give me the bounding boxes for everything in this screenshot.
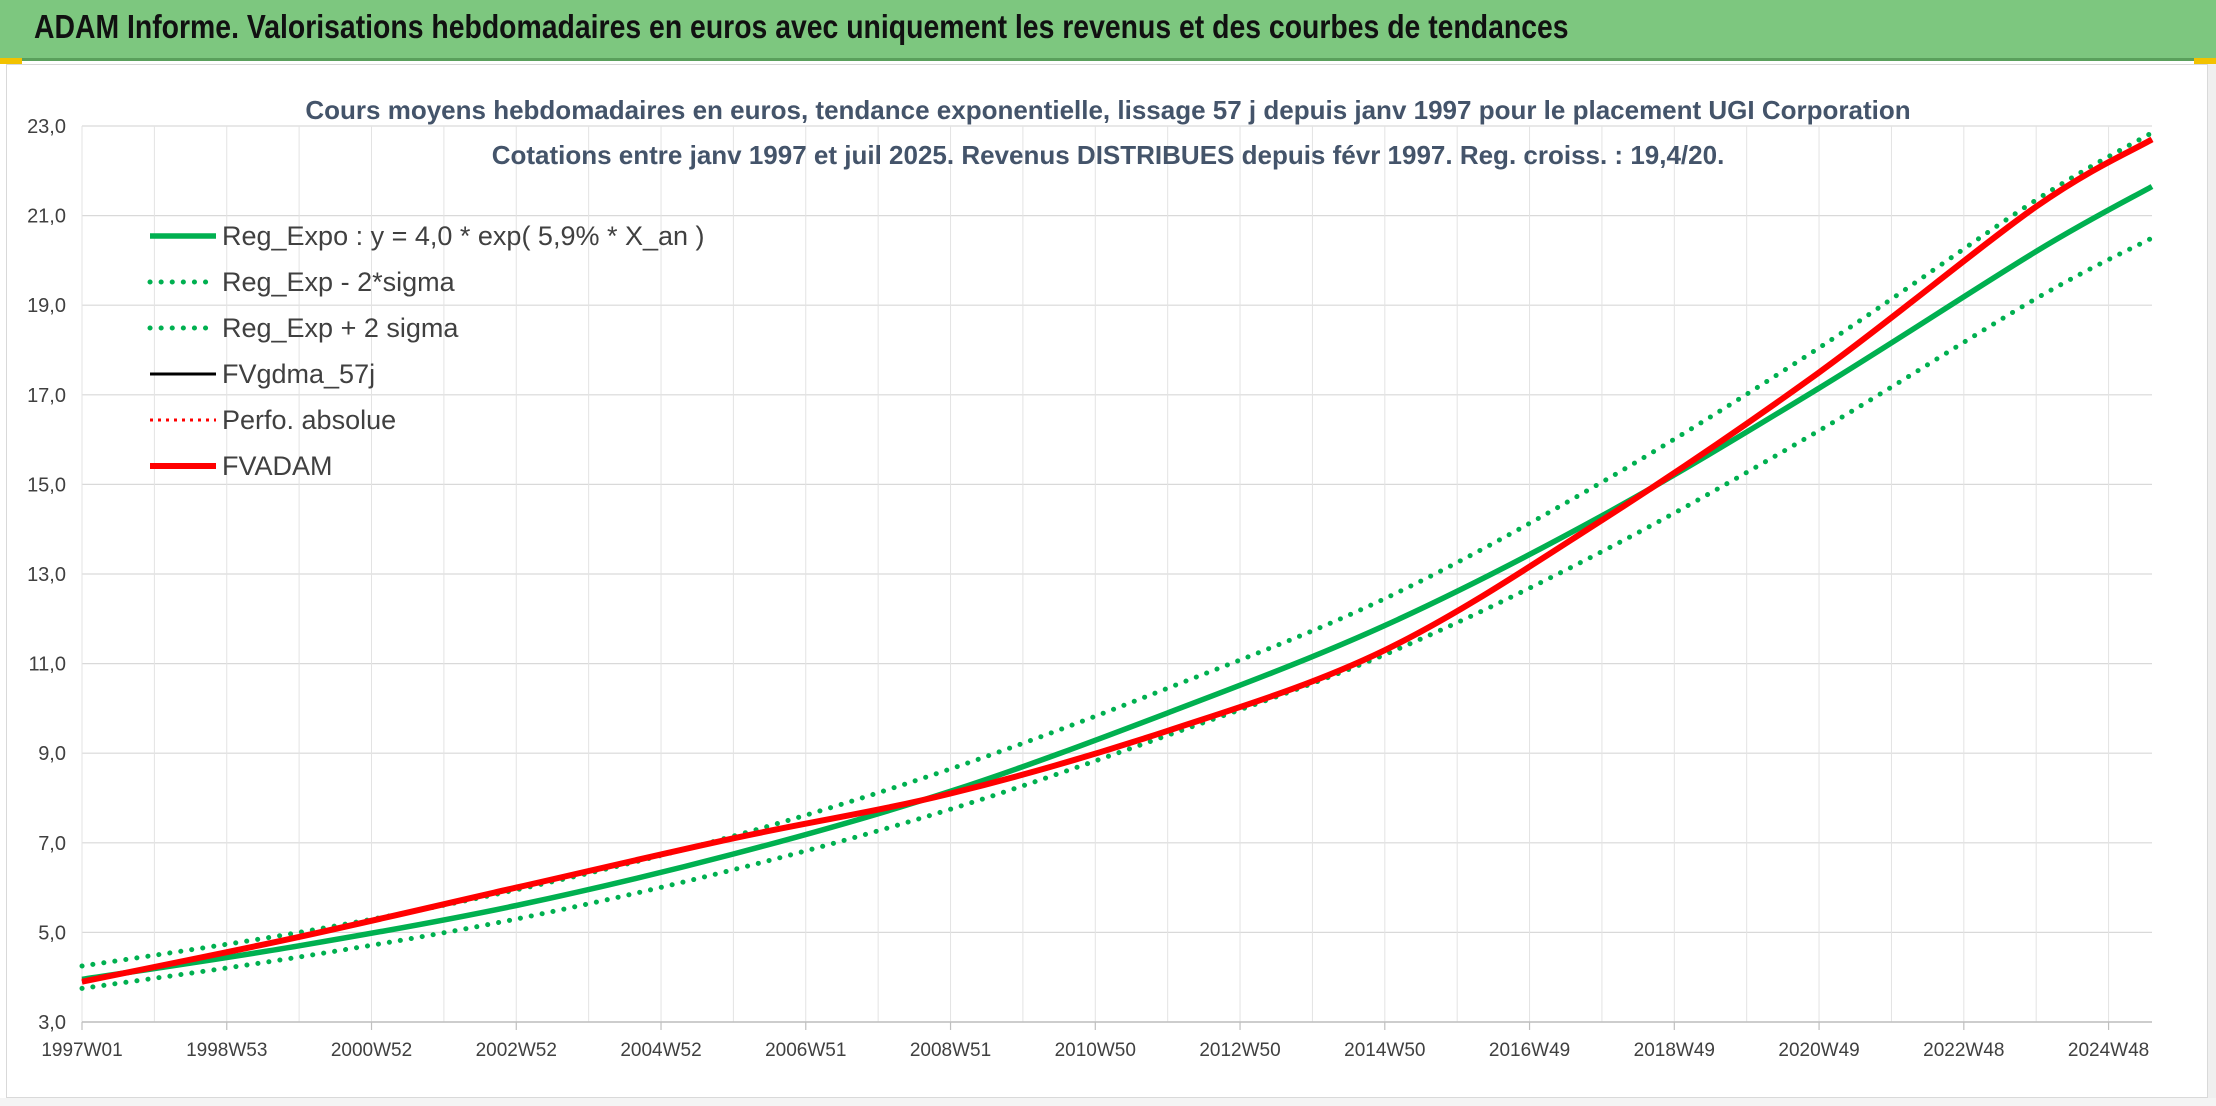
chart-subtitle: Cotations entre janv 1997 et juil 2025. …	[492, 140, 1725, 170]
legend-label: FVgdma_57j	[222, 359, 375, 389]
x-tick-label: 2022W48	[1923, 1040, 2004, 1061]
series-line	[81, 136, 2154, 985]
y-tick-label: 21,0	[27, 206, 66, 228]
y-axis-ticks: 3,0 5,0 7,0 9,0 11,0 13,0 15,0 17,0 19,0 21,0 23,0	[27, 116, 66, 1034]
y-tick-label: 5,0	[38, 922, 66, 944]
y-tick-label: 3,0	[38, 1012, 66, 1034]
y-tick-label: 17,0	[27, 385, 66, 407]
x-tick-label: 2010W50	[1055, 1040, 1136, 1061]
y-tick-label: 7,0	[38, 833, 66, 855]
series-line	[79, 130, 2155, 969]
y-tick-label: 23,0	[27, 116, 66, 138]
bottom-edge	[0, 1098, 2216, 1106]
series-line	[81, 138, 2153, 984]
x-tick-label: 2008W51	[910, 1040, 991, 1061]
chart-title: Cours moyens hebdomadaires en euros, ten…	[305, 95, 1910, 125]
corner-accent-left	[0, 58, 22, 64]
corner-accent-right	[2194, 58, 2216, 64]
x-tick-label: 2016W49	[1489, 1040, 1570, 1061]
y-tick-label: 15,0	[27, 474, 66, 496]
x-axis-ticks: 1997W01 1998W53 2000W52 2002W52 2004W52 2006W…	[41, 1021, 2152, 1061]
header-band: ADAM Informe. Valorisations hebdomadaire…	[0, 0, 2216, 61]
x-tick-label: 2006W51	[765, 1040, 846, 1061]
x-tick-label: 2004W52	[620, 1040, 701, 1061]
series-line	[81, 184, 2154, 983]
legend-label: Reg_Exp - 2*sigma	[222, 267, 456, 297]
y-tick-label: 11,0	[29, 654, 66, 676]
grid-lines	[81, 125, 2152, 1023]
page-title: ADAM Informe. Valorisations hebdomadaire…	[34, 8, 1569, 45]
y-tick-label: 9,0	[38, 743, 66, 765]
x-tick-label: 2000W52	[331, 1040, 412, 1061]
right-edge	[2208, 64, 2216, 1106]
x-tick-label: 2002W52	[476, 1040, 557, 1061]
series-line	[79, 235, 2155, 991]
x-tick-label: 2020W49	[1778, 1040, 1859, 1061]
legend-label: FVADAM	[222, 451, 333, 481]
y-tick-label: 13,0	[27, 564, 66, 586]
legend-label: Reg_Exp + 2 sigma	[222, 313, 459, 343]
x-tick-label: 1998W53	[186, 1040, 267, 1061]
plot-border	[6, 64, 2208, 1098]
x-tick-label: 2014W50	[1344, 1040, 1425, 1061]
legend: Reg_Expo : y = 4,0 * exp( 5,9% * X_an ) R…	[147, 221, 705, 481]
legend-label: Perfo. absolue	[222, 405, 396, 435]
x-tick-label: 2012W50	[1199, 1040, 1280, 1061]
x-tick-label: 2024W48	[2068, 1040, 2149, 1061]
series-lines	[79, 130, 2155, 991]
legend-label: Reg_Expo : y = 4,0 * exp( 5,9% * X_an )	[222, 221, 705, 251]
y-tick-label: 19,0	[27, 295, 66, 317]
x-tick-label: 2018W49	[1634, 1040, 1715, 1061]
x-tick-label: 1997W01	[41, 1040, 122, 1061]
series-line	[81, 138, 2153, 984]
